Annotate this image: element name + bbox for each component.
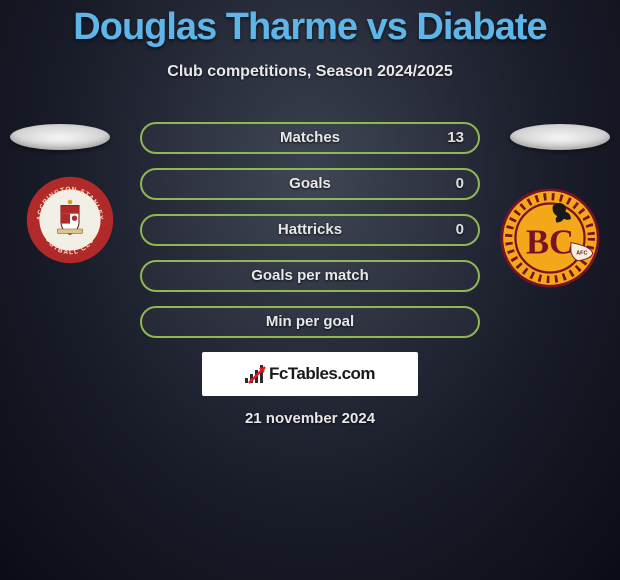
- stat-row-matches: Matches 13: [140, 122, 480, 154]
- stat-label: Goals: [142, 170, 478, 198]
- club-crest-right: BC AFC: [500, 188, 600, 288]
- watermark-bars-icon: [245, 365, 263, 383]
- stat-label: Matches: [142, 124, 478, 152]
- club-crest-left: ACCRINGTON STANLEY FOOTBALL CLUB: [25, 175, 115, 265]
- date-text: 21 november 2024: [0, 410, 620, 427]
- stat-value: 0: [456, 216, 464, 244]
- stat-row-goals-per-match: Goals per match: [140, 260, 480, 292]
- watermark: FcTables.com: [202, 352, 418, 396]
- player-head-right: [510, 124, 610, 150]
- stat-row-min-per-goal: Min per goal: [140, 306, 480, 338]
- page-subtitle: Club competitions, Season 2024/2025: [0, 63, 620, 81]
- stat-label: Goals per match: [142, 262, 478, 290]
- stat-row-hattricks: Hattricks 0: [140, 214, 480, 246]
- crest-right-banner: AFC: [576, 250, 587, 256]
- page-title: Douglas Tharme vs Diabate: [0, 0, 620, 49]
- stats-rows: Matches 13 Goals 0 Hattricks 0 Goals per…: [140, 122, 480, 352]
- crest-right-letters: BC: [526, 223, 574, 261]
- stat-label: Hattricks: [142, 216, 478, 244]
- stat-row-goals: Goals 0: [140, 168, 480, 200]
- stat-value: 0: [456, 170, 464, 198]
- stat-value: 13: [447, 124, 464, 152]
- watermark-text: FcTables.com: [269, 364, 375, 384]
- stat-label: Min per goal: [142, 308, 478, 336]
- player-head-left: [10, 124, 110, 150]
